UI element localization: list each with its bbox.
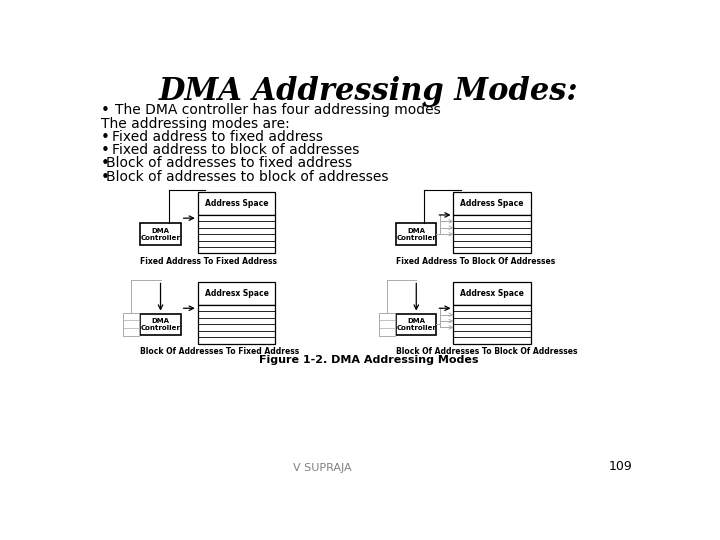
Text: •: • [101, 157, 109, 171]
Bar [198, 282, 275, 305]
Text: Fixed Address To Fixed Address: Fixed Address To Fixed Address [140, 257, 277, 266]
Text: DMA Addressing Modes:: DMA Addressing Modes: [159, 76, 579, 107]
Text: DMA
Controller: DMA Controller [140, 228, 181, 241]
Text: •: • [101, 103, 109, 118]
Text: Address Space: Address Space [204, 199, 269, 208]
Text: The DMA controller has four addressing modes: The DMA controller has four addressing m… [114, 103, 441, 117]
Text: V SUPRAJA: V SUPRAJA [293, 463, 352, 473]
Bar [454, 192, 531, 215]
Text: Block Of Addresses To Block Of Addresses: Block Of Addresses To Block Of Addresses [396, 347, 577, 356]
Bar [454, 282, 531, 305]
Bar [396, 314, 436, 335]
Text: Figure 1-2. DMA Addressing Modes: Figure 1-2. DMA Addressing Modes [259, 355, 479, 365]
Text: DMA
Controller: DMA Controller [396, 228, 436, 241]
Text: Block of addresses to block of addresses: Block of addresses to block of addresses [106, 170, 388, 184]
Bar [198, 215, 275, 253]
Bar [454, 305, 531, 343]
Bar [379, 313, 395, 336]
Bar [140, 314, 181, 335]
Text: Block of addresses to fixed address: Block of addresses to fixed address [106, 157, 351, 171]
Text: Address Space: Address Space [461, 199, 524, 208]
Text: •: • [101, 170, 109, 185]
Text: The addressing modes are:: The addressing modes are: [101, 117, 289, 131]
Text: Fixed address to block of addresses: Fixed address to block of addresses [112, 143, 359, 157]
Bar [123, 313, 139, 336]
Bar [198, 192, 275, 215]
Text: •: • [101, 130, 109, 145]
Text: Fixed Address To Block Of Addresses: Fixed Address To Block Of Addresses [396, 257, 555, 266]
Bar [454, 215, 531, 253]
Text: DMA
Controller: DMA Controller [396, 318, 436, 331]
Bar [140, 224, 181, 245]
Bar [198, 305, 275, 343]
Text: 109: 109 [608, 460, 632, 473]
Text: Fixed address to fixed address: Fixed address to fixed address [112, 130, 323, 144]
Text: •: • [101, 143, 109, 158]
Text: Block Of Addresses To Fixed Address: Block Of Addresses To Fixed Address [140, 347, 300, 356]
Bar [396, 224, 436, 245]
Text: Addresx Space: Addresx Space [204, 289, 269, 298]
Text: DMA
Controller: DMA Controller [140, 318, 181, 331]
Text: Addresx Space: Addresx Space [460, 289, 524, 298]
